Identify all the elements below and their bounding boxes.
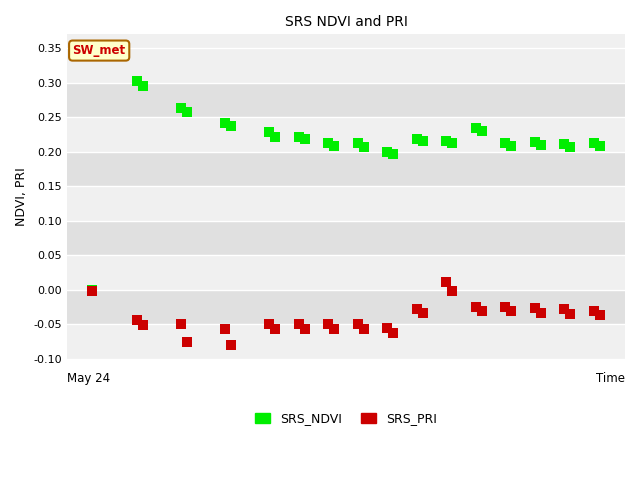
Point xyxy=(595,143,605,150)
Text: May 24: May 24 xyxy=(67,372,110,385)
Point xyxy=(226,122,236,130)
Point xyxy=(382,148,392,156)
Point xyxy=(264,129,275,136)
Point xyxy=(87,286,97,294)
Point xyxy=(182,338,192,346)
Point xyxy=(131,77,141,85)
Point xyxy=(329,143,339,150)
Point xyxy=(176,104,186,112)
Point xyxy=(358,143,369,151)
Point xyxy=(477,307,487,315)
Bar xyxy=(67,152,625,186)
Point xyxy=(182,108,192,116)
Bar xyxy=(67,324,625,359)
Point xyxy=(382,324,392,332)
Point xyxy=(595,311,605,319)
Bar xyxy=(67,117,625,152)
Point xyxy=(220,324,230,332)
Point xyxy=(138,82,148,90)
Point xyxy=(353,140,363,147)
Point xyxy=(500,303,510,311)
Point xyxy=(264,321,275,328)
Point xyxy=(447,288,458,295)
Bar xyxy=(67,83,625,117)
Point xyxy=(323,321,333,328)
Point xyxy=(530,305,540,312)
Point xyxy=(506,142,516,149)
Y-axis label: NDVI, PRI: NDVI, PRI xyxy=(15,167,28,226)
Point xyxy=(447,140,458,147)
Point xyxy=(536,310,546,317)
Point xyxy=(270,324,280,332)
Point xyxy=(565,143,575,151)
Point xyxy=(358,325,369,333)
Point xyxy=(589,140,599,147)
Point xyxy=(559,140,570,148)
Point xyxy=(565,310,575,318)
Point xyxy=(530,138,540,146)
Text: Time: Time xyxy=(596,372,625,385)
Point xyxy=(300,324,310,332)
Point xyxy=(300,135,310,143)
Point xyxy=(226,341,236,349)
Point xyxy=(412,305,422,313)
Point xyxy=(417,138,428,145)
Point xyxy=(536,141,546,149)
Point xyxy=(412,135,422,143)
Point xyxy=(220,120,230,127)
Point xyxy=(131,316,141,324)
Point xyxy=(138,321,148,329)
Point xyxy=(294,132,304,140)
Point xyxy=(559,305,570,313)
Point xyxy=(388,329,398,336)
Bar xyxy=(67,48,625,83)
Point xyxy=(87,288,97,295)
Point xyxy=(506,307,516,315)
Point xyxy=(441,138,451,145)
Text: SW_met: SW_met xyxy=(72,44,125,57)
Title: SRS NDVI and PRI: SRS NDVI and PRI xyxy=(285,15,408,29)
Point xyxy=(500,139,510,146)
Bar xyxy=(67,186,625,221)
Point xyxy=(294,321,304,328)
Bar xyxy=(67,221,625,255)
Point xyxy=(470,303,481,311)
Point xyxy=(477,127,487,135)
Point xyxy=(323,139,333,146)
Point xyxy=(329,324,339,332)
Point xyxy=(589,307,599,314)
Point xyxy=(417,309,428,316)
Point xyxy=(176,321,186,328)
Point xyxy=(388,150,398,157)
Bar xyxy=(67,290,625,324)
Legend: SRS_NDVI, SRS_PRI: SRS_NDVI, SRS_PRI xyxy=(250,408,442,431)
Point xyxy=(470,124,481,132)
Bar xyxy=(67,255,625,290)
Point xyxy=(270,132,280,140)
Point xyxy=(353,321,363,328)
Point xyxy=(441,278,451,286)
